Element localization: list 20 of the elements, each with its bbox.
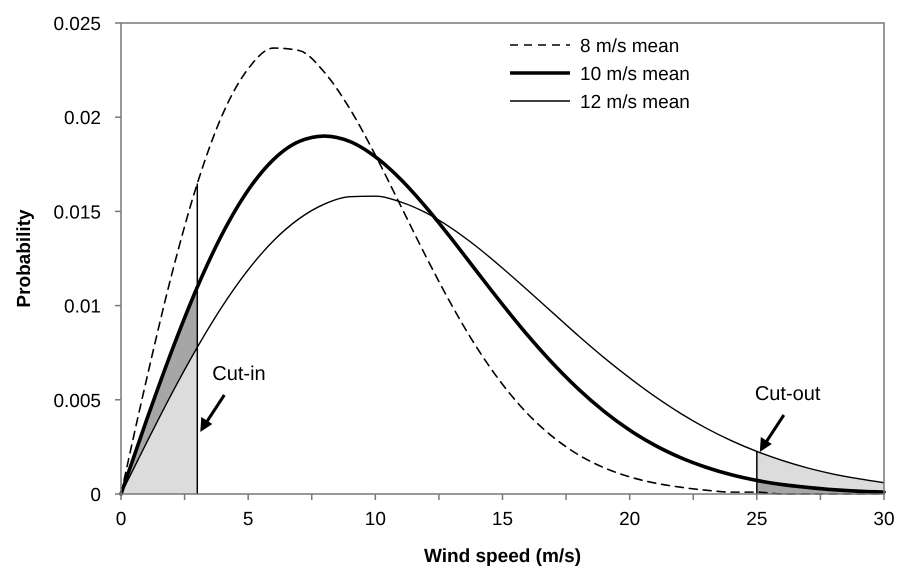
x-tick-label: 5: [242, 509, 254, 530]
x-tick-label: 0: [116, 509, 126, 530]
x-tick-label: 30: [873, 509, 895, 530]
legend-label: 10 m/s mean: [580, 64, 690, 85]
x-tick-label: 20: [619, 509, 640, 530]
legend-label: 8 m/s mean: [580, 36, 680, 57]
x-tick-label: 10: [364, 509, 386, 530]
x-tick-label: 15: [492, 509, 514, 530]
y-tick-label: 0.025: [53, 14, 101, 35]
y-tick-label: 0.01: [64, 296, 101, 318]
ref-line-label: Cut-in: [212, 363, 266, 385]
y-tick-label: 0.02: [64, 108, 101, 130]
x-tick-label: 25: [746, 509, 768, 530]
y-tick-label: 0: [90, 485, 101, 506]
y-axis-title: Probability: [14, 208, 35, 308]
x-axis-title: Wind speed (m/s): [424, 546, 582, 567]
y-tick-label: 0.005: [53, 390, 101, 412]
ref-line-label: Cut-out: [754, 383, 821, 405]
legend-label: 12 m/s mean: [580, 92, 690, 113]
y-tick-label: 0.015: [53, 202, 101, 224]
